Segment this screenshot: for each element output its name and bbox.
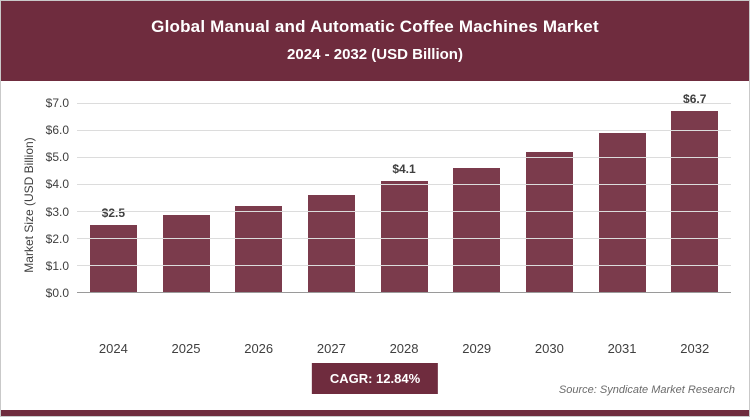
gridline xyxy=(77,130,731,131)
y-tick-label: $3.0 xyxy=(45,204,69,219)
x-tick-label: 2025 xyxy=(171,341,201,356)
bars-container: $2.5 $4.1 $6.7 xyxy=(77,92,731,292)
bar-slot xyxy=(513,103,586,292)
cagr-badge: CAGR: 12.84% xyxy=(311,363,439,394)
y-tick-label: $1.0 xyxy=(45,258,69,273)
bar-2029 xyxy=(453,167,501,292)
bar-2025 xyxy=(162,215,210,292)
x-tick-label: 2031 xyxy=(607,341,637,356)
x-tick-label: 2030 xyxy=(534,341,564,356)
y-tick-label: $7.0 xyxy=(45,96,69,110)
y-axis-title: Market Size (USD Billion) xyxy=(11,103,36,333)
x-tick-label: 2032 xyxy=(680,341,710,356)
y-tick-label: $2.0 xyxy=(45,231,69,246)
x-axis-labels: 2024 2025 2026 2027 2028 2029 2030 2031 2032 xyxy=(77,341,731,356)
y-tick-label: $0.0 xyxy=(45,286,69,300)
gridline xyxy=(77,184,731,185)
bottom-accent-strip xyxy=(1,410,749,416)
y-axis-ticks: $0.0 $1.0 $2.0 $3.0 $4.0 $5.0 $6.0 $7.0 xyxy=(33,96,77,300)
x-tick-label: 2029 xyxy=(462,341,492,356)
bar-data-label: $6.7 xyxy=(683,92,707,107)
x-tick-label: 2027 xyxy=(316,341,346,356)
bar-2024: $2.5 xyxy=(89,206,137,292)
bar-slot xyxy=(295,103,368,292)
x-tick-label: 2024 xyxy=(98,341,128,356)
bar-slot: $6.7 xyxy=(658,92,731,292)
bar-slot xyxy=(586,103,659,292)
plot-area: $2.5 $4.1 $6.7 xyxy=(77,92,731,293)
bar-slot: $2.5 xyxy=(77,103,150,292)
bar-slot xyxy=(150,103,223,292)
gridline xyxy=(77,265,731,266)
bar-slot xyxy=(222,103,295,292)
bar-data-label: $2.5 xyxy=(101,205,126,220)
bar-slot xyxy=(440,103,513,292)
gridline xyxy=(77,238,731,239)
gridline xyxy=(77,103,731,104)
chart-area: Market Size (USD Billion) $0.0 $1.0 $2.0 $3… xyxy=(11,92,731,333)
bar-2026 xyxy=(235,205,283,292)
bar-2027 xyxy=(307,194,355,292)
x-tick-label: 2028 xyxy=(389,341,419,356)
gridline xyxy=(77,211,731,212)
y-tick-label: $5.0 xyxy=(45,150,69,165)
bar-data-label: $4.1 xyxy=(392,162,416,177)
source-note: Source: Syndicate Market Research xyxy=(558,384,735,396)
chart-title: Global Manual and Automatic Coffee Machi… xyxy=(151,17,599,36)
x-tick-label: 2026 xyxy=(244,341,274,356)
bar-2028: $4.1 xyxy=(380,162,428,292)
bar-2032: $6.7 xyxy=(671,92,719,292)
gridline xyxy=(77,157,731,158)
bar-2030 xyxy=(525,151,573,292)
y-tick-label: $4.0 xyxy=(45,177,69,192)
chart-subtitle: 2024 - 2032 (USD Billion) xyxy=(287,46,463,63)
bar-slot: $4.1 xyxy=(368,103,441,292)
chart-header: Global Manual and Automatic Coffee Machi… xyxy=(1,1,749,81)
y-tick-label: $6.0 xyxy=(45,123,69,138)
